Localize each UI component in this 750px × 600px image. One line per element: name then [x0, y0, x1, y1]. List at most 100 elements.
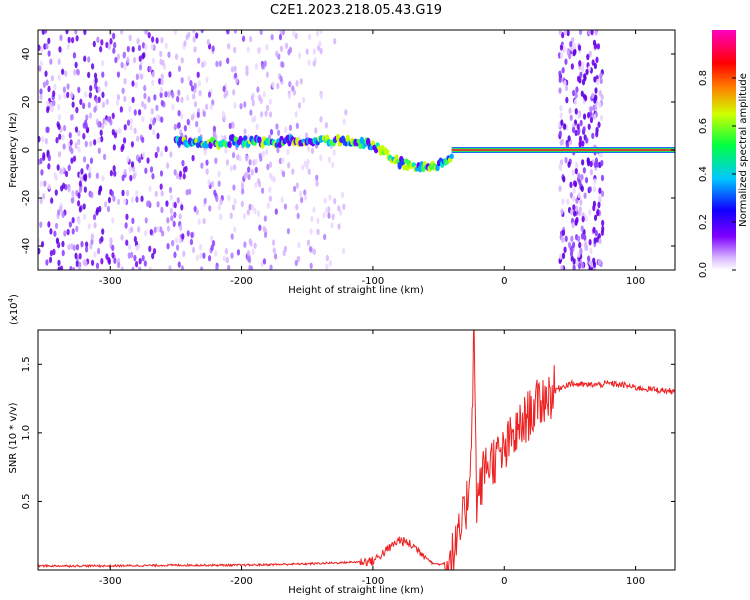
noise-speckle — [151, 71, 155, 78]
noise-speckle — [158, 78, 162, 85]
noise-speckle — [187, 75, 191, 82]
noise-speckle — [74, 126, 79, 133]
noise-speckle — [276, 129, 281, 136]
noise-speckle — [75, 225, 79, 233]
noise-speckle — [69, 139, 73, 146]
noise-speckle — [295, 203, 299, 211]
noise-speckle — [63, 230, 67, 237]
noise-speckle — [125, 189, 130, 197]
noise-speckle — [294, 111, 298, 118]
noise-speckle — [168, 71, 172, 78]
noise-band-speckle — [601, 219, 605, 227]
noise-speckle — [217, 204, 221, 211]
noise-speckle — [203, 197, 207, 205]
noise-speckle — [40, 46, 44, 53]
noise-band-speckle — [588, 239, 592, 246]
noise-speckle — [300, 196, 304, 204]
noise-speckle — [100, 135, 104, 143]
noise-band-speckle — [565, 96, 569, 104]
noise-speckle — [116, 198, 121, 206]
noise-speckle — [84, 119, 88, 126]
colorbar: 0.0 0.2 0.4 0.6 0.8 Normalized spectral ampl… — [698, 30, 749, 278]
noise-speckle — [125, 239, 129, 246]
noise-speckle — [106, 205, 111, 213]
noise-speckle — [121, 189, 125, 197]
noise-speckle — [47, 50, 51, 57]
noise-speckle — [323, 197, 327, 204]
noise-speckle — [150, 108, 154, 115]
noise-speckle — [109, 38, 113, 45]
noise-speckle — [202, 110, 206, 118]
noise-speckle — [66, 228, 70, 236]
noise-speckle — [337, 223, 341, 230]
noise-speckle — [328, 194, 332, 201]
noise-speckle — [318, 40, 322, 48]
noise-band-speckle — [560, 138, 565, 146]
noise-speckle — [156, 146, 160, 153]
noise-speckle — [151, 119, 156, 126]
noise-speckle — [240, 183, 245, 190]
noise-speckle — [213, 189, 217, 196]
noise-speckle — [93, 82, 98, 90]
noise-band-speckle — [600, 93, 604, 101]
noise-speckle — [297, 102, 302, 109]
noise-speckle — [315, 30, 320, 37]
noise-speckle — [55, 237, 60, 244]
noise-speckle — [48, 256, 53, 264]
noise-speckle — [189, 238, 194, 246]
noise-speckle — [130, 251, 134, 259]
noise-speckle — [197, 57, 201, 64]
noise-speckle — [296, 212, 300, 220]
noise-speckle — [295, 182, 299, 189]
noise-speckle — [327, 156, 331, 164]
noise-speckle — [153, 226, 157, 233]
noise-speckle — [266, 104, 270, 112]
noise-speckle — [274, 208, 278, 215]
noise-speckle — [52, 90, 56, 97]
noise-speckle — [77, 192, 81, 199]
noise-band-speckle — [591, 92, 595, 99]
noise-speckle — [219, 213, 223, 221]
noise-speckle — [61, 68, 65, 75]
noise-band-speckle — [593, 97, 597, 104]
noise-speckle — [316, 228, 320, 236]
noise-band-speckle — [564, 84, 569, 92]
colorbar-tick-label: 0.8 — [698, 70, 709, 86]
noise-speckle — [195, 120, 199, 128]
noise-speckle — [160, 99, 164, 107]
noise-speckle — [342, 118, 346, 126]
noise-speckle — [70, 91, 74, 99]
noise-speckle — [270, 175, 274, 182]
noise-speckle — [97, 121, 101, 128]
noise-speckle — [80, 240, 84, 248]
noise-speckle — [245, 155, 249, 162]
x-tick-label: -300 — [99, 276, 122, 287]
noise-band-speckle — [560, 52, 564, 59]
noise-speckle — [155, 104, 159, 112]
y-tick-label: 1.0 — [21, 425, 32, 441]
noise-speckle — [165, 200, 169, 207]
noise-speckle — [151, 79, 155, 86]
noise-speckle — [126, 155, 130, 163]
snr-frame — [37, 329, 676, 571]
noise-speckle — [119, 106, 123, 113]
noise-band-speckle — [558, 76, 562, 83]
noise-speckle — [38, 158, 41, 166]
noise-speckle — [302, 96, 306, 104]
noise-speckle — [148, 65, 152, 73]
signal-track-segment — [449, 153, 454, 160]
noise-speckle — [197, 80, 201, 87]
noise-speckle — [74, 61, 78, 69]
noise-speckle — [325, 254, 330, 262]
noise-speckle — [284, 126, 288, 133]
noise-speckle — [63, 92, 67, 99]
noise-speckle — [85, 241, 89, 248]
noise-band-speckle — [593, 161, 598, 168]
noise-band-speckle — [561, 198, 565, 205]
signal-track-segment — [345, 134, 350, 143]
noise-speckle — [77, 130, 81, 137]
noise-band-speckle — [578, 206, 582, 213]
noise-speckle — [117, 261, 121, 269]
noise-speckle — [42, 81, 46, 88]
noise-speckle — [233, 164, 237, 171]
